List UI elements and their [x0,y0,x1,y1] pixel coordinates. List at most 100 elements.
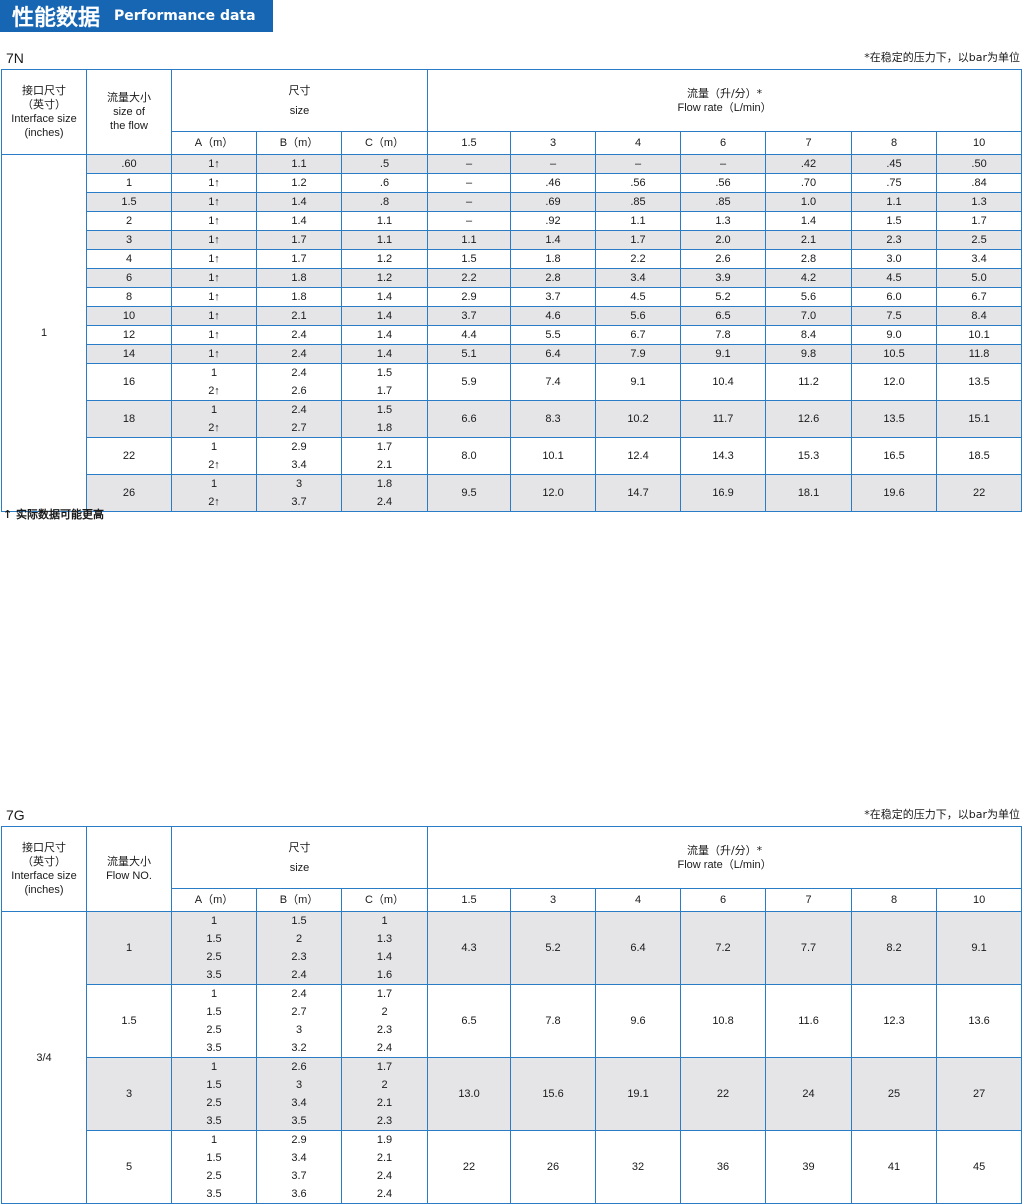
dimension-line: 1.4 [291,215,307,227]
flow-rate-value: 26 [510,1130,597,1204]
dimension-line: 2.7 [291,422,307,434]
flow-size-value: 14 [86,344,172,364]
dimension-line: 2.4 [291,348,307,360]
flow-size-value: 18 [86,400,172,438]
flow-size-value: 10 [86,306,172,326]
dimension-a-value: 1↑ [171,230,257,250]
dimension-c-value: 1.5 1.8 [340,400,429,438]
flow-rate-value: 15.1 [936,400,1022,438]
flow-rate-value: 45 [936,1130,1022,1204]
flow-rate-value: 5.1 [427,344,512,364]
dimension-a-value: 1 1.5 2.5 3.5 [171,1130,257,1204]
dimension-line: 1.5 [376,367,393,379]
flow-rate-value: 6.0 [851,287,938,307]
dimension-b-value: 2.4 2.7 [256,400,342,438]
dimension-line: 2.6 [291,385,307,397]
flow-rate-value: .42 [765,154,853,174]
flow-rate-value: 9.6 [595,984,682,1058]
header-flow-size: 流量大小 Flow NO. [86,826,172,912]
dimension-line: 2.3 [291,951,307,963]
flow-rate-value: 1.7 [936,211,1022,231]
flow-rate-value: .92 [510,211,597,231]
flow-rate-value: 39 [765,1130,853,1204]
dimension-line: 3.5 [206,1042,222,1054]
flow-rate-value: 3.7 [427,306,512,326]
flow-rate-value: – [427,173,512,193]
flow-rate-value: 1.7 [595,230,682,250]
dimension-line: 2.5 [206,951,222,963]
flow-rate-value: 9.1 [595,363,682,401]
flow-rate-value: 15.3 [765,437,853,475]
flow-rate-value: .85 [595,192,682,212]
flow-rate-value: 36 [680,1130,767,1204]
dimension-b-value: 2.4 2.7 3 3.2 [256,984,342,1058]
flow-rate-value: 5.2 [510,911,597,985]
header-pressure: 1.5 [427,131,512,155]
header-text: Flow rate（L/min） [677,101,772,114]
dimension-line: .6 [379,177,390,189]
dimension-c-value: 1.4 [340,306,429,326]
dimension-line: 1 [210,1061,218,1073]
dimension-line: 1 [210,367,218,379]
flow-rate-value: 3.4 [595,268,682,288]
dimension-line: 1.5 [206,1079,222,1091]
flow-size-value: .60 [86,154,172,174]
dimension-line: .8 [379,196,390,208]
dimension-a-value: 1↑ [171,249,257,269]
header-text: 流量大小 [107,91,151,104]
dimension-line: 1 [210,915,218,927]
header-text: Flow NO. [106,870,152,882]
flow-size-value: 2 [86,211,172,231]
dimension-line: 1↑ [208,234,220,246]
table-row: 1.5 1 1.5 2.5 3.5 2.4 2.7 3 3.2 1.7 2 2.3 2.4 6.5 7.8 9… [2,984,1022,1058]
flow-rate-value: 10.2 [595,400,682,438]
dimension-c-value: .5 [340,154,429,174]
flow-rate-value: 12.4 [595,437,682,475]
dimension-c-value: 1.1 [340,230,429,250]
flow-rate-value: 7.0 [765,306,853,326]
flow-rate-value: 1.1 [851,192,938,212]
flow-rate-value: 9.1 [936,911,1022,985]
header-text: （英寸） [22,855,66,868]
dimension-c-value: 1.5 1.7 [340,363,429,401]
dimension-a-value: 1↑ [171,192,257,212]
flow-rate-value: – [510,154,597,174]
flow-rate-value: 19.1 [595,1057,682,1131]
flow-rate-value: 32 [595,1130,682,1204]
header-text: 流量（升/分）* [686,843,763,857]
table-row: 1.5 1↑ 1.4.8– .69.85.85 1.0 1.1 1.3 [2,192,1022,212]
header-text: Flow rate（L/min） [677,858,772,871]
header-dimension: C（m） [340,888,429,912]
header-pressure: 1.5 [427,888,512,912]
dimension-line: 3.5 [206,969,222,981]
flow-rate-value: 1.1 [427,230,512,250]
dimension-line: 1↑ [208,291,220,303]
dimension-a-value: 1 1.5 2.5 3.5 [171,984,257,1058]
header-dimension: A（m） [171,131,257,155]
dimension-c-value: 1.4 [340,344,429,364]
table-row: 6 1↑ 1.8 1.2 2.2 2.8 3.4 3.9 4.2 4.5 5.0 [2,268,1022,288]
flow-rate-value: 13.5 [851,400,938,438]
dimension-line: 1.8 [376,422,393,434]
header-dimension: B（m） [256,888,342,912]
dimension-line: 1.2 [376,253,393,265]
dimension-line: 1↑ [208,158,220,170]
header-pressure: 7 [765,888,853,912]
header-text: size [289,861,310,874]
flow-rate-value: 6.4 [510,344,597,364]
flow-rate-value: 9.5 [427,474,512,512]
flow-rate-value: 1.8 [510,249,597,269]
flow-rate-value: 11.7 [680,400,767,438]
header-pressure: 7 [765,131,853,155]
dimension-line: 1 [210,404,218,416]
dimension-line: 2↑ [208,422,220,434]
flow-rate-value: 1.5 [427,249,512,269]
flow-rate-value: 22 [427,1130,512,1204]
dimension-line: 3.7 [291,1170,307,1182]
dimension-line: 1.5 [206,1152,222,1164]
flow-rate-value: 11.8 [936,344,1022,364]
flow-size-value: 3 [86,230,172,250]
dimension-a-value: 1↑ [171,287,257,307]
flow-rate-value: 2.3 [851,230,938,250]
flow-rate-value: 16.9 [680,474,767,512]
